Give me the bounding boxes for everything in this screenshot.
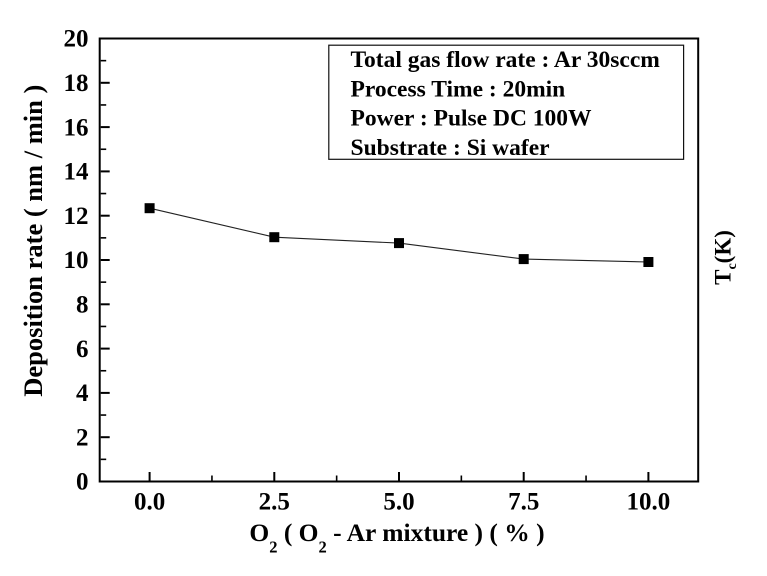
svg-text:20: 20 [64, 26, 89, 53]
svg-text:Total gas flow rate : Ar 30scc: Total gas flow rate : Ar 30sccm [351, 47, 661, 73]
svg-text:8: 8 [76, 292, 89, 319]
svg-text:Deposition rate ( nm / min ): Deposition rate ( nm / min ) [18, 85, 48, 397]
svg-text:16: 16 [64, 114, 89, 141]
svg-text:Process Time : 20min: Process Time : 20min [351, 76, 566, 102]
svg-text:4: 4 [76, 380, 89, 407]
svg-text:2.5: 2.5 [259, 488, 290, 515]
svg-text:5.0: 5.0 [383, 488, 414, 515]
svg-text:6: 6 [76, 336, 89, 363]
svg-text:10.0: 10.0 [627, 488, 671, 515]
svg-text:Substrate : Si wafer: Substrate : Si wafer [351, 135, 550, 161]
svg-text:0.0: 0.0 [134, 488, 165, 515]
svg-text:7.5: 7.5 [508, 488, 539, 515]
svg-text:12: 12 [64, 203, 89, 230]
svg-text:2: 2 [76, 424, 89, 451]
svg-text:14: 14 [64, 159, 90, 186]
svg-text:Power : Pulse DC 100W: Power : Pulse DC 100W [351, 106, 593, 132]
svg-text:0: 0 [76, 469, 89, 496]
svg-text:18: 18 [64, 70, 89, 97]
svg-text:Tc(K): Tc(K) [711, 230, 741, 285]
svg-text:10: 10 [64, 247, 89, 274]
